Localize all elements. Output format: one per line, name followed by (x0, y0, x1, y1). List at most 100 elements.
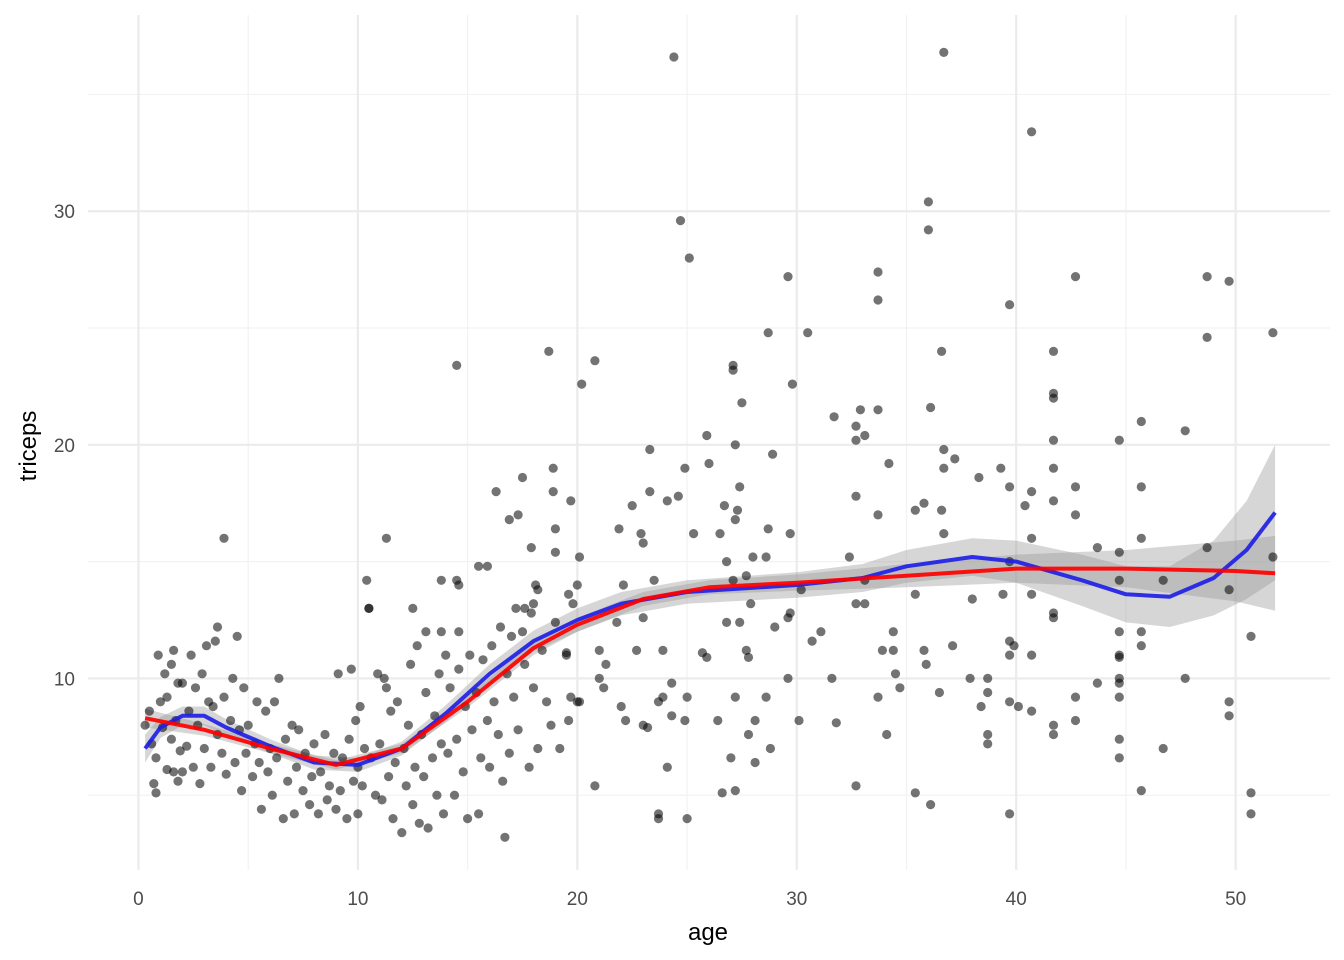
data-point (645, 444, 655, 455)
data-point (1005, 482, 1015, 492)
data-point (1009, 641, 1019, 651)
data-point (1070, 692, 1081, 702)
data-point (289, 809, 299, 819)
data-point (206, 762, 216, 772)
data-point (482, 561, 492, 571)
data-point (873, 405, 883, 415)
data-point (493, 729, 503, 740)
data-point (482, 715, 492, 726)
data-point (212, 622, 223, 632)
data-point (680, 715, 690, 726)
data-point (346, 664, 356, 674)
data-point (939, 463, 949, 473)
data-point (1005, 650, 1015, 660)
data-point (533, 743, 543, 754)
data-point (414, 818, 424, 828)
data-point (504, 515, 514, 525)
data-point (730, 515, 740, 525)
data-point (1136, 641, 1146, 651)
points (140, 47, 1278, 842)
data-point (910, 505, 920, 515)
data-point (717, 788, 727, 798)
data-point (401, 781, 411, 791)
data-point (939, 444, 949, 455)
data-point (548, 487, 558, 497)
data-point (410, 762, 420, 772)
data-point (877, 645, 888, 656)
data-point (278, 814, 288, 824)
data-point (682, 692, 692, 702)
data-point (454, 627, 464, 637)
data-point (763, 524, 773, 534)
data-point (412, 641, 422, 651)
data-point (458, 767, 468, 777)
data-point (151, 788, 161, 798)
data-point (397, 828, 407, 838)
data-point (228, 673, 238, 684)
data-point (743, 729, 754, 740)
data-point (926, 800, 936, 810)
data-point (673, 491, 683, 501)
data-point (166, 659, 176, 670)
data-point (594, 673, 604, 684)
data-point (748, 552, 758, 562)
data-point (783, 673, 793, 684)
data-point (542, 697, 552, 707)
data-point (348, 776, 359, 786)
data-point (419, 772, 429, 782)
data-point (1114, 753, 1124, 763)
data-point (939, 47, 949, 58)
data-point (221, 769, 231, 779)
data-point (498, 776, 508, 786)
data-point (1027, 533, 1037, 543)
data-point (732, 505, 743, 515)
data-point (386, 706, 396, 716)
data-point (1158, 743, 1168, 754)
data-point (506, 631, 517, 642)
data-point (544, 346, 554, 356)
data-point (572, 697, 582, 707)
data-point (743, 652, 754, 663)
data-point (1114, 652, 1124, 663)
data-point (730, 786, 740, 796)
data-point (1114, 734, 1124, 744)
data-point (1114, 575, 1124, 585)
data-point (443, 748, 453, 758)
x-axis-title: age (688, 919, 728, 946)
data-point (509, 692, 519, 702)
data-point (1020, 501, 1030, 511)
data-point (175, 746, 185, 756)
x-tick-label: 40 (1006, 889, 1027, 910)
data-point (967, 594, 977, 604)
data-point (210, 636, 220, 646)
x-tick-label: 20 (567, 889, 588, 910)
data-point (638, 538, 648, 548)
data-point (873, 510, 883, 520)
data-point (1268, 552, 1278, 562)
data-point (1180, 673, 1190, 684)
data-point (919, 498, 929, 508)
data-point (722, 557, 732, 567)
data-point (550, 524, 561, 534)
data-point (728, 365, 738, 375)
data-point (564, 589, 574, 599)
data-point (1136, 416, 1146, 427)
data-point (627, 501, 637, 511)
data-point (239, 683, 249, 693)
data-point (465, 650, 475, 660)
data-point (495, 622, 506, 632)
data-point (237, 786, 247, 796)
data-point (1027, 589, 1037, 599)
data-point (144, 706, 154, 716)
data-point (675, 216, 686, 226)
data-point (513, 510, 523, 520)
data-point (851, 781, 861, 791)
blue-smooth-line (143, 511, 1277, 767)
data-point (910, 589, 920, 599)
data-point (888, 645, 898, 656)
data-point (241, 748, 251, 758)
data-point (680, 463, 690, 473)
data-point (1180, 426, 1190, 436)
data-point (612, 617, 622, 628)
